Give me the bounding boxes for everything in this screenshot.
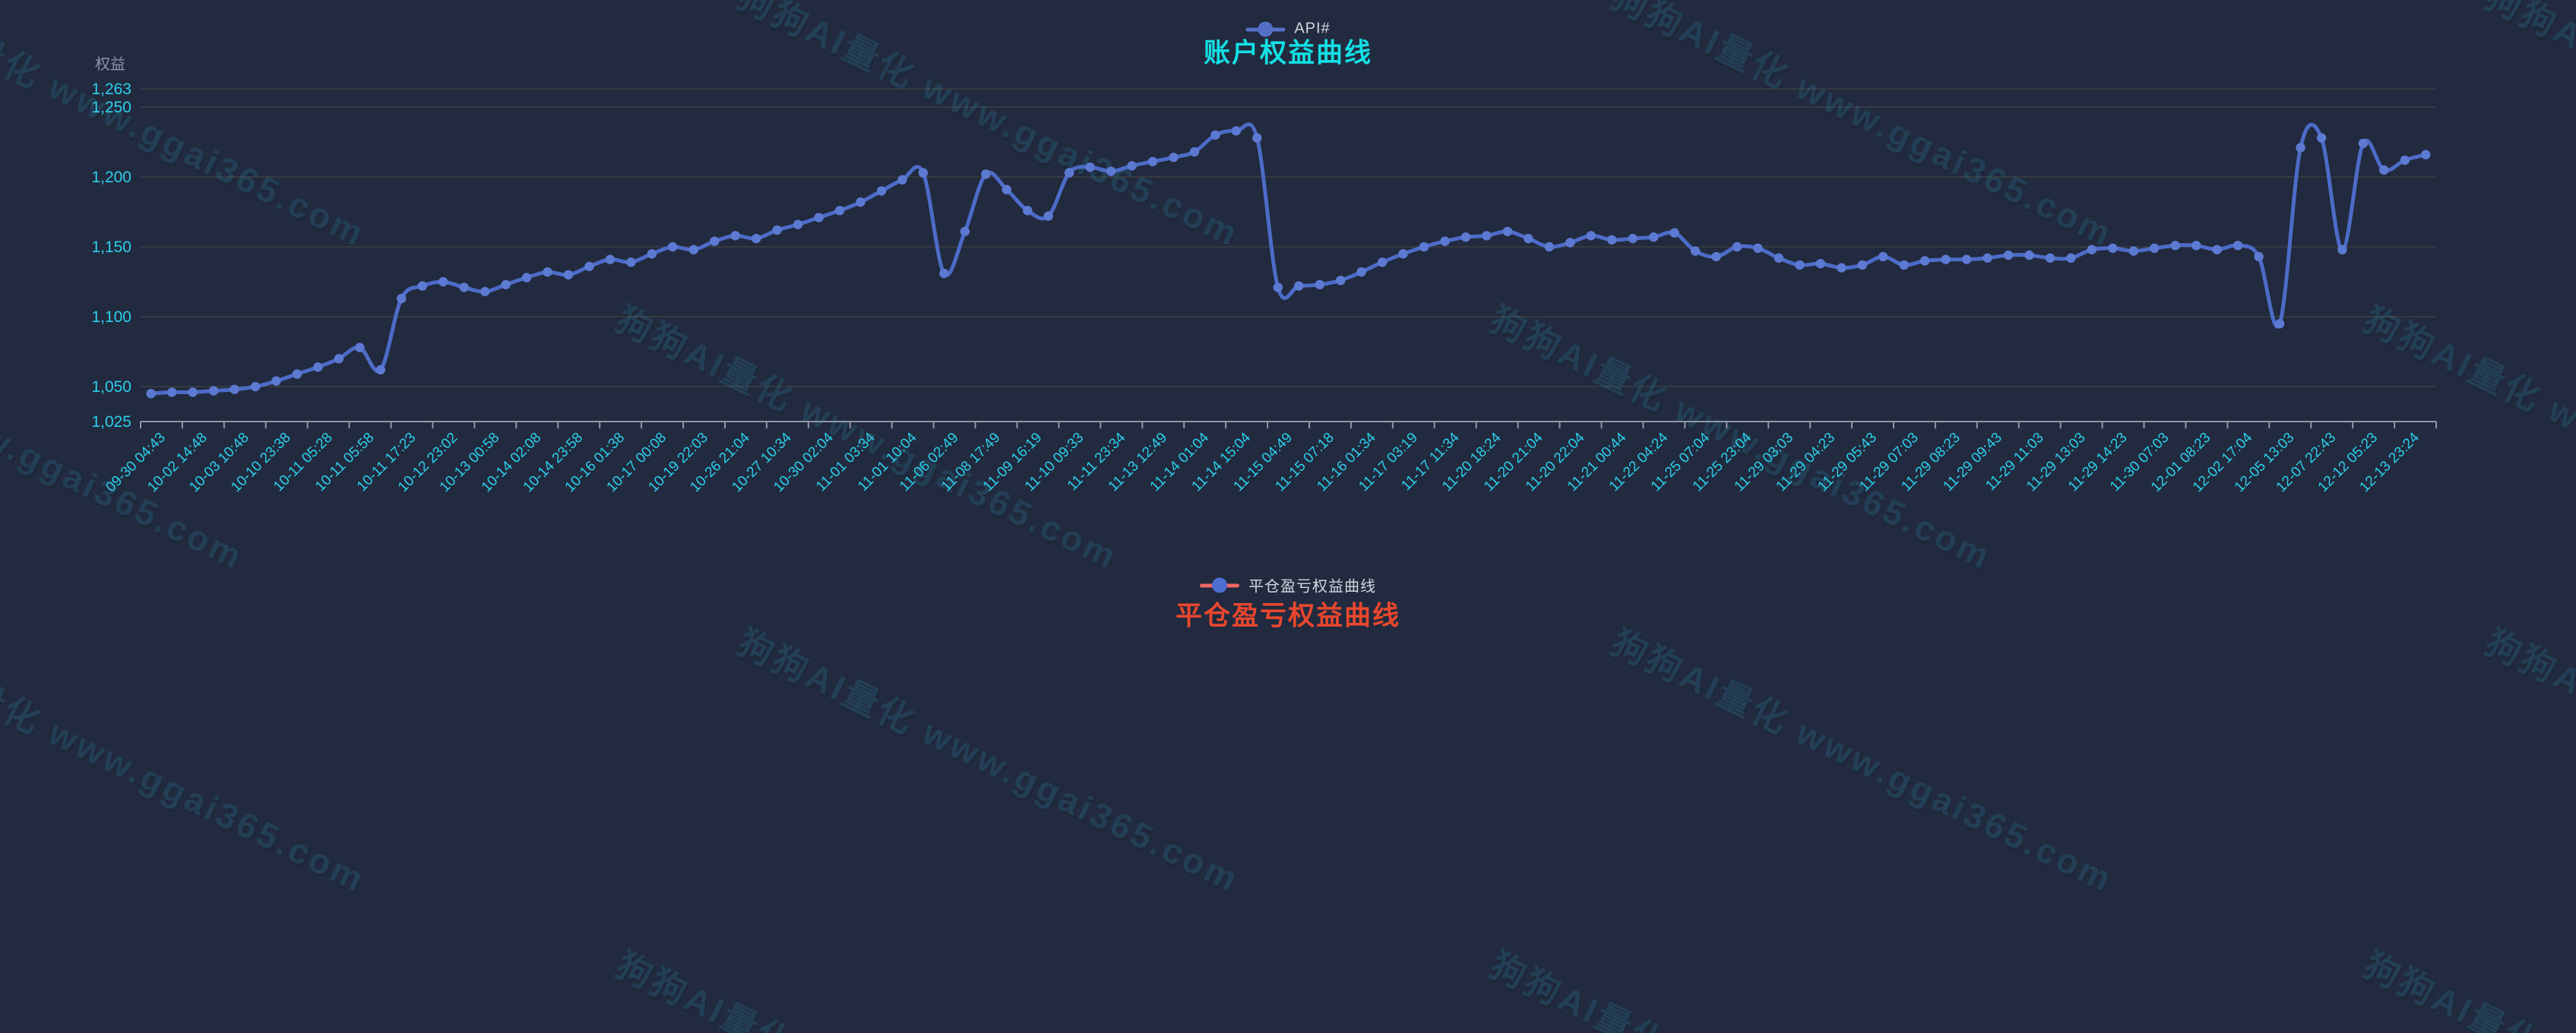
closed-pnl-chart-title: 平仓盈亏权益曲线 [1175, 601, 1401, 631]
legend-item-api[interactable]: API# [1245, 21, 1330, 38]
line-dot-legend-icon [1200, 577, 1239, 593]
grid-lines [141, 88, 2436, 387]
svg-text:1,250: 1,250 [91, 99, 131, 116]
svg-text:1,025: 1,025 [91, 413, 131, 431]
line-dot-legend-icon [1245, 21, 1286, 37]
svg-text:1,150: 1,150 [91, 239, 131, 256]
legend-label: API# [1294, 20, 1331, 37]
account-equity-chart-title: 账户权益曲线 [1203, 38, 1373, 68]
series-line [149, 122, 2428, 396]
account-equity-chart-section: API# 账户权益曲线 1,263 1,250 1,200 1,150 1,100 1,0… [0, 0, 2576, 532]
svg-text:1,050: 1,050 [91, 378, 131, 396]
closed-pnl-equity-chart-section: 平仓盈亏权益曲线 平仓盈亏权益曲线 1,2501,2001,1501,1001,… [0, 532, 2576, 1033]
svg-text:1,200: 1,200 [91, 169, 131, 186]
svg-text:1,100: 1,100 [91, 308, 131, 326]
series-markers [146, 126, 2431, 399]
x-axis [140, 421, 2437, 428]
legend-item-closed-pnl[interactable]: 平仓盈亏权益曲线 [1200, 574, 1376, 596]
legend-label: 平仓盈亏权益曲线 [1248, 578, 1376, 595]
svg-text:1,263: 1,263 [91, 81, 131, 98]
y-axis-name: 权益 [95, 55, 125, 73]
